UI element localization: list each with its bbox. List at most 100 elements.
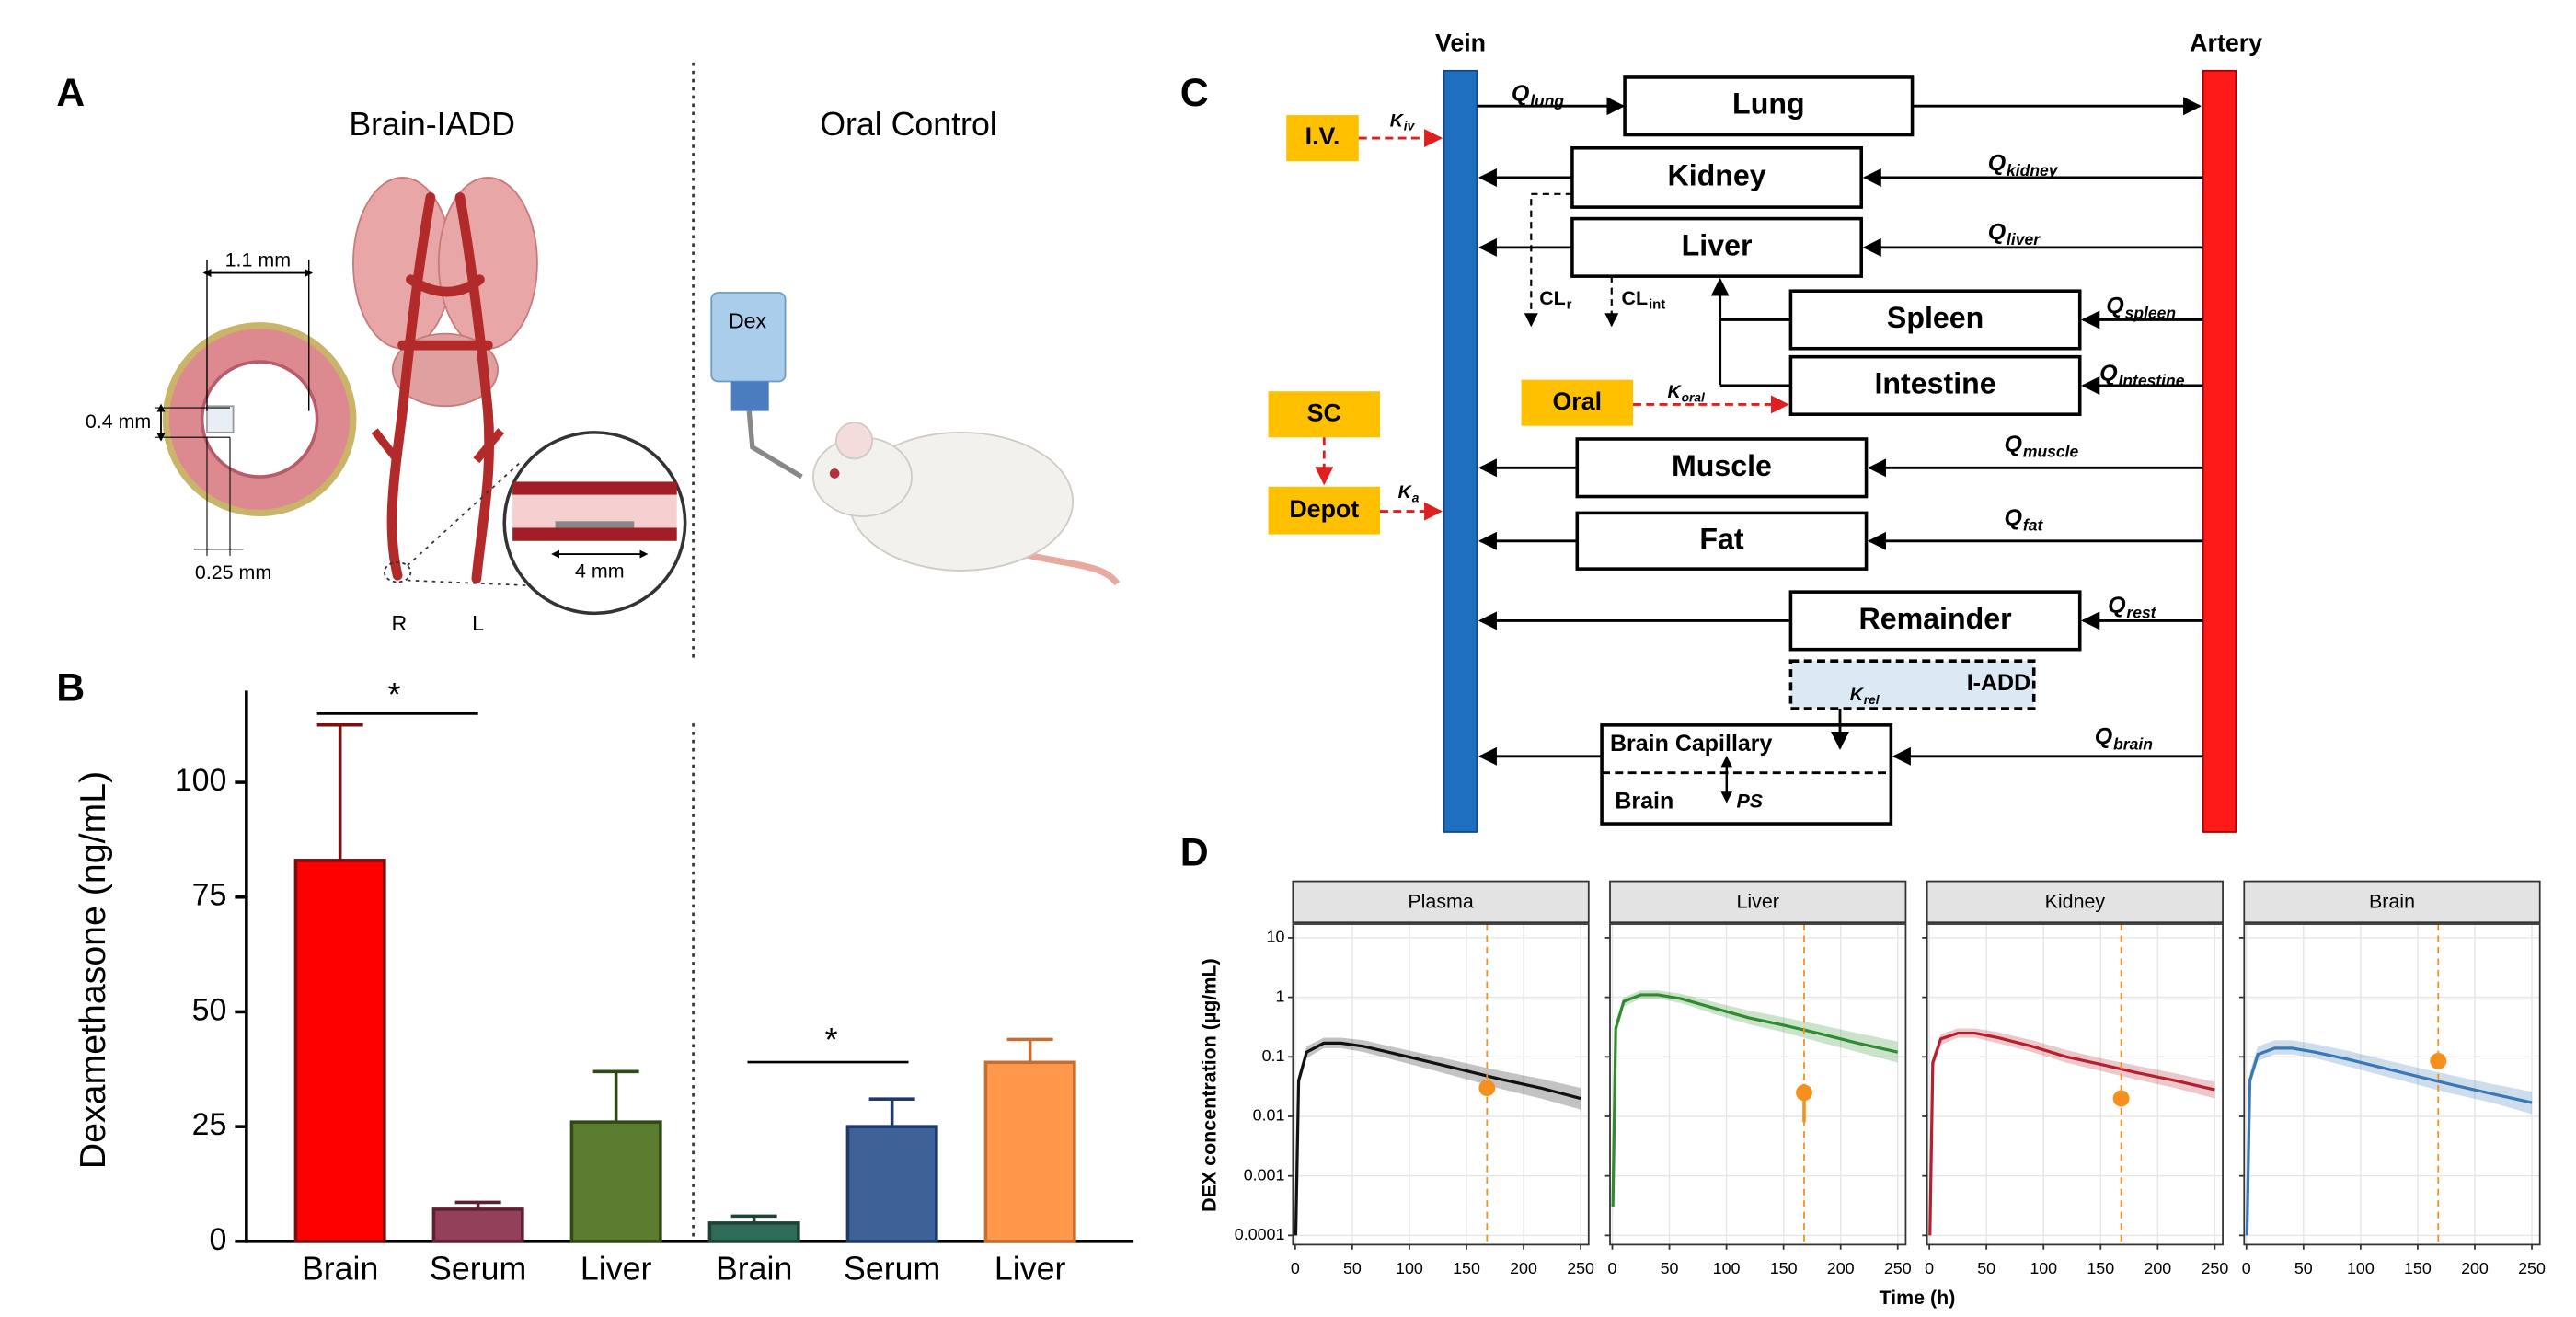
y-tick-label: 10 bbox=[1267, 928, 1285, 946]
organ-box bbox=[1788, 354, 2082, 416]
x-tick-label: 150 bbox=[1770, 1259, 1798, 1277]
bar bbox=[569, 1120, 662, 1243]
x-tick-label: 200 bbox=[2461, 1259, 2489, 1277]
x-tick-label: 200 bbox=[1827, 1259, 1855, 1277]
bar bbox=[707, 1221, 800, 1243]
line bbox=[1611, 993, 1899, 1207]
x-tick-label: Brain bbox=[302, 1250, 378, 1287]
panel-label: B bbox=[56, 666, 85, 710]
observed-point bbox=[1478, 1080, 1496, 1097]
compartment-label: Vein bbox=[1435, 29, 1486, 56]
dimension-label: 4 mm bbox=[575, 560, 625, 582]
observed-point bbox=[1796, 1084, 1812, 1102]
rate-label-sub: a bbox=[1412, 491, 1420, 504]
dosing-box bbox=[1268, 391, 1380, 438]
zoom-line bbox=[407, 579, 526, 586]
dosing-label: Oral bbox=[1552, 387, 1602, 415]
dosing-label: I.V. bbox=[1305, 122, 1340, 150]
line bbox=[1294, 1041, 1581, 1236]
x-tick-label: 50 bbox=[1661, 1259, 1679, 1277]
y-axis-label: DEX concentration (µg/mL) bbox=[1199, 958, 1221, 1211]
flow-label-sub: lung bbox=[1530, 92, 1564, 110]
brain-hemisphere bbox=[437, 177, 538, 350]
bottle bbox=[710, 292, 787, 383]
y-tick-label: 0.1 bbox=[1262, 1046, 1285, 1065]
x-axis-label: Time (h) bbox=[1879, 1287, 1955, 1309]
x-tick-label: 150 bbox=[2404, 1259, 2432, 1277]
y-tick-label: 75 bbox=[192, 878, 227, 913]
x-tick-label: 0 bbox=[1291, 1259, 1300, 1277]
panel-a-art bbox=[154, 62, 1121, 658]
iadd-label: I-ADD bbox=[1967, 670, 2030, 696]
plot-frame bbox=[1926, 923, 2224, 1246]
organ-label: Remainder bbox=[1859, 602, 2013, 635]
y-tick-label: 0 bbox=[210, 1222, 227, 1257]
side-label: L bbox=[472, 611, 484, 635]
bottle-cap bbox=[730, 381, 769, 411]
bar bbox=[431, 1207, 524, 1243]
significance-label: * bbox=[825, 1022, 838, 1058]
panel-title: Oral Control bbox=[820, 106, 997, 143]
panel-title: Brain-IADD bbox=[349, 106, 515, 143]
panel-title: Plasma bbox=[1408, 890, 1474, 912]
y-tick-label: 0.01 bbox=[1253, 1106, 1285, 1125]
x-tick-label: 100 bbox=[2347, 1259, 2375, 1277]
flow-label-sub: Intestine bbox=[2118, 371, 2184, 389]
rate-label: K bbox=[1850, 685, 1865, 705]
x-tick-label: 0 bbox=[2242, 1259, 2251, 1277]
x-tick-label: 100 bbox=[2030, 1259, 2057, 1277]
flow-label-sub: fat bbox=[2023, 516, 2044, 535]
plot-frame bbox=[1292, 923, 1590, 1246]
flow-label-sub: liver bbox=[2007, 230, 2041, 248]
x-tick-label: 0 bbox=[1608, 1259, 1617, 1277]
line bbox=[2245, 1046, 2533, 1236]
strip bbox=[2243, 880, 2541, 924]
dosing-box bbox=[1286, 115, 1359, 162]
flow-label: Q bbox=[2099, 361, 2118, 387]
flow-label-sub: muscle bbox=[2023, 442, 2079, 460]
plot-bg bbox=[1293, 924, 1589, 1245]
bar bbox=[845, 1125, 938, 1243]
x-tick-label: 100 bbox=[1713, 1259, 1741, 1277]
plot-frame bbox=[2243, 923, 2541, 1246]
device bbox=[555, 521, 635, 528]
y-tick-label: 100 bbox=[175, 763, 227, 798]
clearance-label: CL bbox=[1539, 287, 1566, 309]
vessels bbox=[371, 428, 505, 464]
vessel-wall bbox=[512, 481, 677, 495]
bottle-tube bbox=[746, 410, 803, 479]
x-tick-label: Brain bbox=[716, 1250, 792, 1287]
permeability-label: PS bbox=[1737, 790, 1764, 812]
vessels bbox=[386, 192, 494, 584]
x-tick-label: 250 bbox=[2201, 1259, 2228, 1277]
organ-label: Lung bbox=[1732, 87, 1805, 121]
brain-label: Brain Capillary bbox=[1610, 731, 1773, 757]
x-tick-label: 50 bbox=[1977, 1259, 1995, 1277]
confidence-band bbox=[2247, 1040, 2533, 1245]
panel-label: D bbox=[1180, 830, 1209, 874]
ring-lumen bbox=[200, 360, 319, 479]
organ-box bbox=[1570, 146, 1863, 209]
x-tick-label: Liver bbox=[995, 1250, 1066, 1287]
flow-label: Q bbox=[1988, 150, 2007, 176]
x-tick-label: 200 bbox=[2144, 1259, 2171, 1277]
mouse-ear bbox=[835, 422, 874, 460]
flow-label-sub: spleen bbox=[2125, 304, 2176, 322]
organ-label: Kidney bbox=[1667, 158, 1765, 191]
x-tick-label: 150 bbox=[2087, 1259, 2114, 1277]
y-tick-label: 50 bbox=[192, 992, 227, 1027]
flow-label-sub: rest bbox=[2126, 603, 2156, 621]
plot-frame bbox=[1609, 923, 1907, 1246]
vein-bar bbox=[1443, 69, 1478, 833]
dimension-label: 0.4 mm bbox=[86, 410, 151, 433]
side-label: R bbox=[392, 611, 408, 635]
rate-label-sub: iv bbox=[1404, 120, 1416, 133]
line bbox=[1928, 1031, 2215, 1236]
flow-label: Q bbox=[2106, 294, 2124, 319]
rate-label: K bbox=[1390, 110, 1405, 131]
flow-label-sub: brain bbox=[2113, 734, 2153, 753]
organ-label: Liver bbox=[1682, 228, 1753, 261]
x-tick-label: Liver bbox=[581, 1250, 652, 1287]
organ-label: Muscle bbox=[1672, 449, 1772, 482]
